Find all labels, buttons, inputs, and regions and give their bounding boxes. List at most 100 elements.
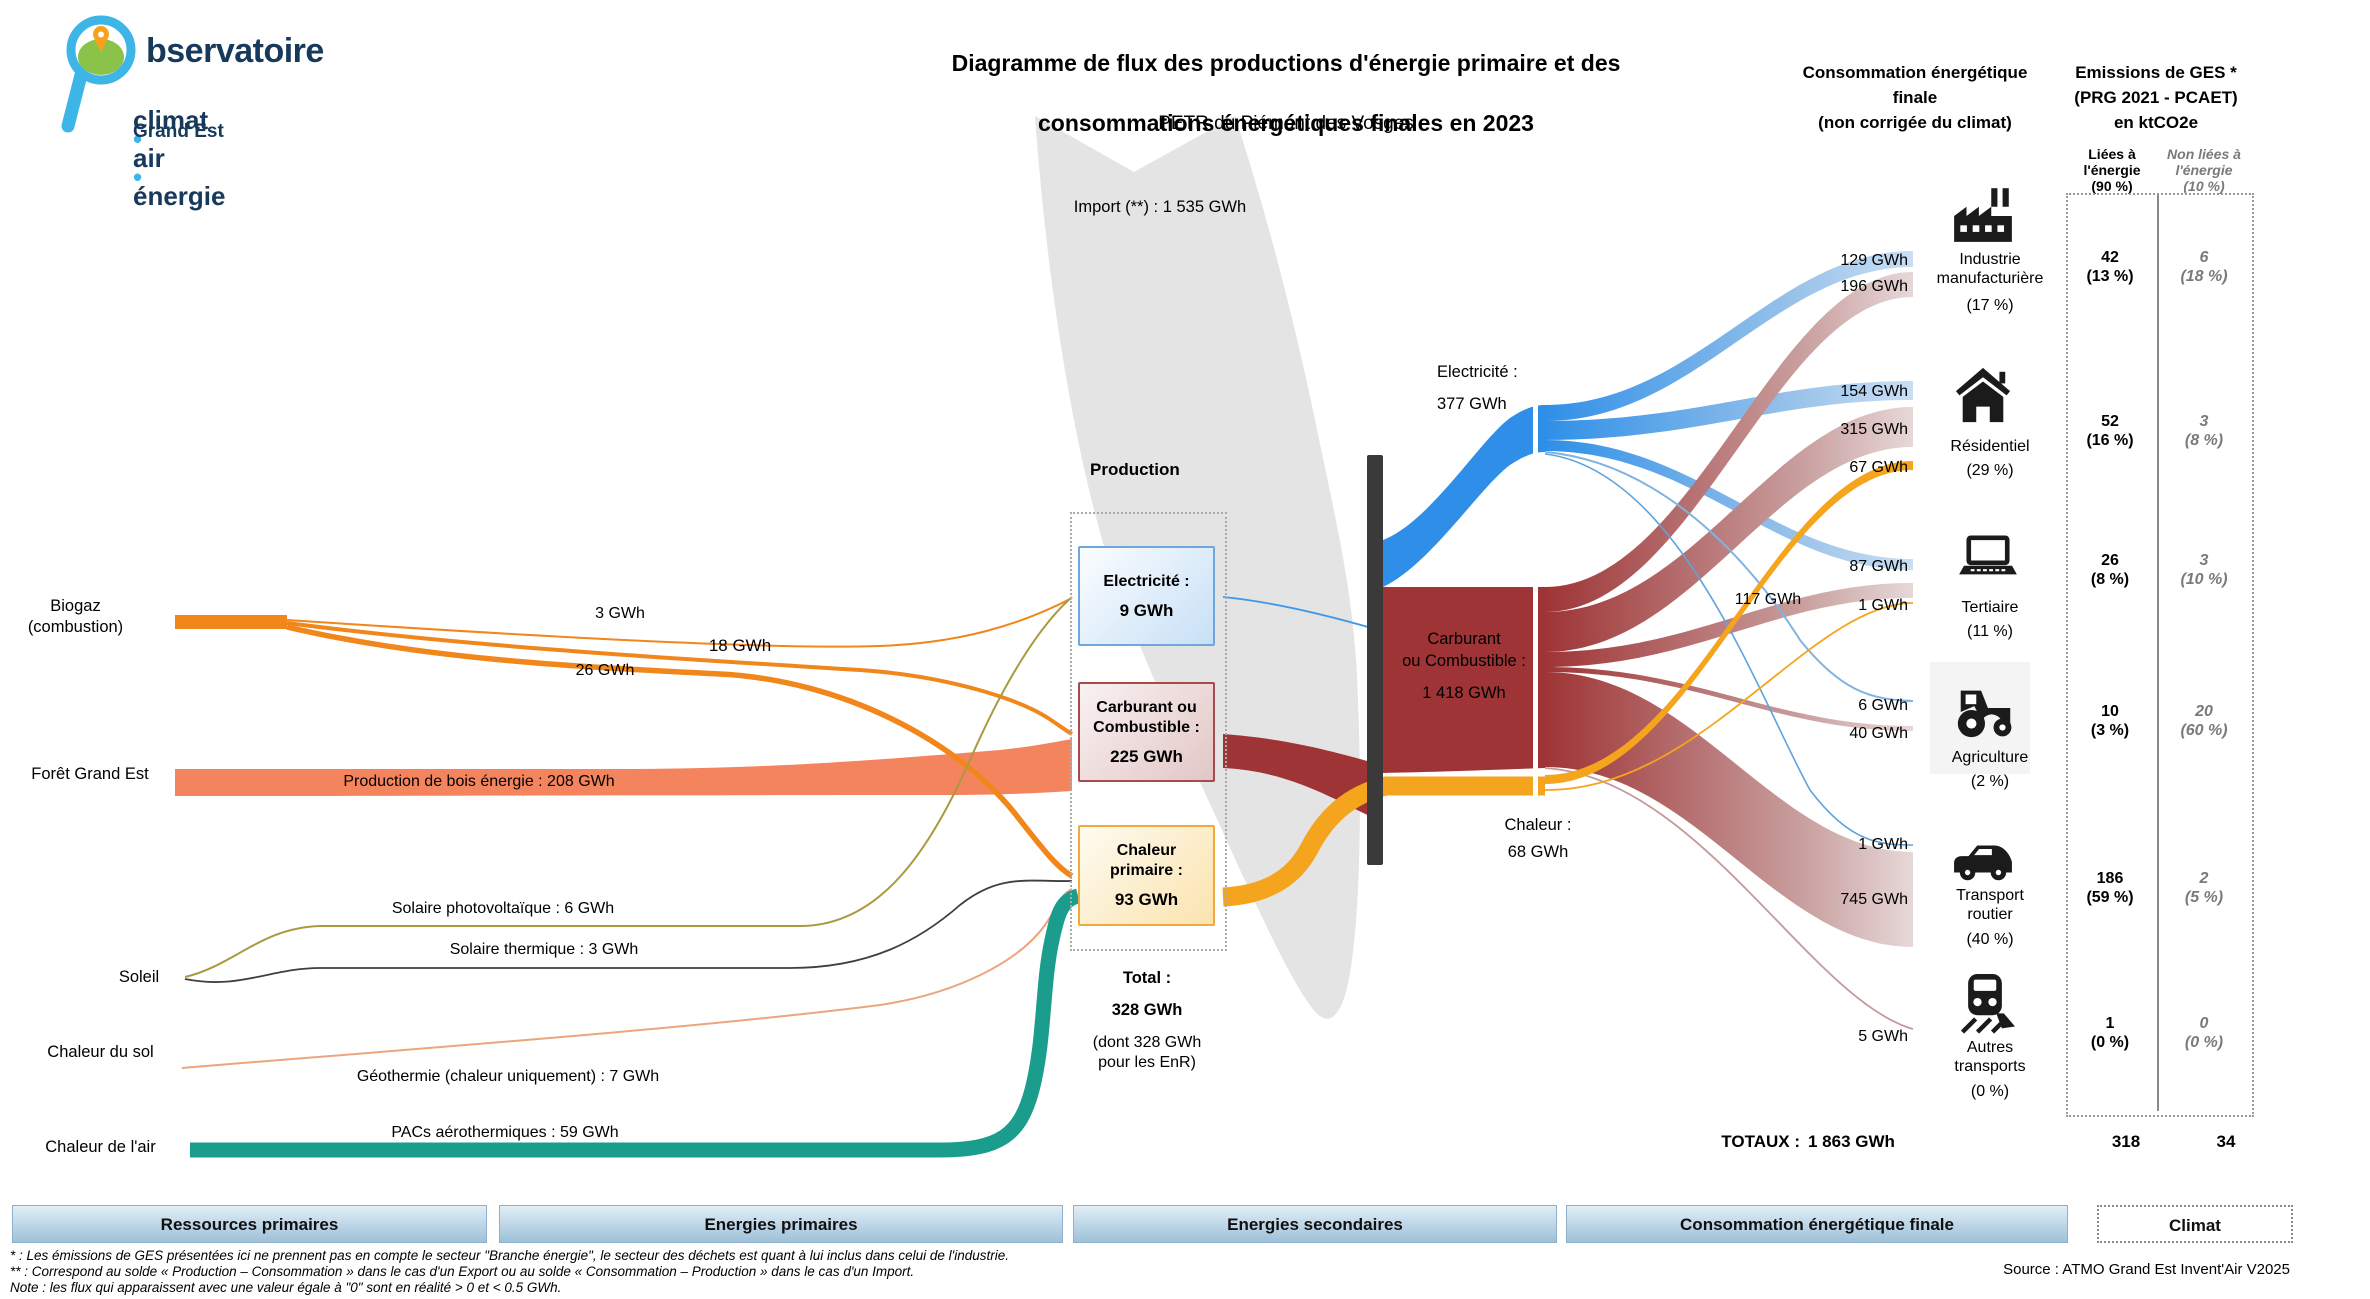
flow-bois-band: [175, 739, 1072, 796]
production-box-carburant: Carburant ou Combustible : 225 GWh: [1078, 682, 1215, 782]
ges-pct: (10 %): [2180, 571, 2228, 588]
flow-value-transport-elec: 1 GWh: [1858, 836, 1908, 853]
consumption-column-header: Consommation énergétique finale (non cor…: [1802, 63, 2028, 132]
ges-tertiaire-other: 3 (10 %): [2156, 551, 2252, 589]
tractor-icon: [1957, 690, 2012, 738]
legend-ressources-primaires: Ressources primaires: [12, 1205, 487, 1243]
secondary-electricite-value: 377 GWh: [1437, 395, 1507, 413]
ges-pct: (18 %): [2180, 268, 2228, 285]
production-total-note: (dont 328 GWh pour les EnR): [1092, 1034, 1202, 1071]
secondary-chaleur-value: 68 GWh: [1507, 843, 1569, 861]
ges-pct: (8 %): [2184, 432, 2224, 449]
ges-pct: (59 %): [2086, 889, 2134, 906]
flow-biogaz-elec-label: 3 GWh: [595, 605, 645, 622]
production-title: Production: [1090, 460, 1180, 479]
sector-transport-label: Transport routier: [1956, 887, 2024, 923]
source-biogaz-label: Biogaz (combustion): [27, 597, 124, 636]
sector-autres-share: (0 %): [1970, 1083, 2010, 1100]
flow-carburant-autres: [1544, 767, 1914, 1030]
data-source-credit: Source : ATMO Grand Est Invent'Air V2025: [2003, 1261, 2290, 1278]
ges-value: 26: [2101, 552, 2119, 569]
ges-transport-other: 2 (5 %): [2156, 869, 2252, 907]
flow-carburant-agriculture: [1545, 667, 1913, 731]
flow-biogaz-carburant-line: [286, 621, 1073, 736]
ges-subcol-energy-header: Liées à l'énergie (90 %): [2083, 146, 2141, 194]
production-box-electricite: Electricité : 9 GWh: [1078, 546, 1215, 646]
legend-climat: Climat: [2097, 1205, 2293, 1243]
production-chaleur-value: 93 GWh: [1114, 890, 1179, 909]
flow-value-transport-carb: 745 GWh: [1840, 891, 1908, 908]
ges-autres-other: 0 (0 %): [2156, 1014, 2252, 1052]
source-chaleur-sol-label: Chaleur du sol: [47, 1043, 154, 1061]
ges-tertiaire-energy: 26 (8 %): [2062, 551, 2158, 589]
flow-bois-label: Production de bois énergie : 208 GWh: [343, 773, 615, 790]
ges-pct: (5 %): [2184, 889, 2224, 906]
secondary-chaleur-label: Chaleur :: [1504, 816, 1572, 834]
footnote-2: ** : Correspond au solde « Production – …: [10, 1264, 915, 1279]
ges-pct: (0 %): [2090, 1034, 2130, 1051]
ges-pct: (60 %): [2180, 722, 2228, 739]
sector-residentiel-share: (29 %): [1966, 462, 2014, 479]
source-chaleur-air-label: Chaleur de l'air: [45, 1138, 156, 1156]
logo-tagline: climat • air • énergie: [133, 92, 226, 209]
ges-value: 3: [2199, 413, 2209, 430]
factory-icon: [1954, 188, 2012, 242]
totaux-ges-other: 34: [2216, 1132, 2236, 1151]
legend-energies-primaires: Energies primaires: [499, 1205, 1063, 1243]
flow-import-label: Import (**) : 1 535 GWh: [1073, 198, 1247, 216]
ges-pct: (3 %): [2090, 722, 2130, 739]
ges-value: 52: [2101, 413, 2119, 430]
flow-value-residentiel-carb: 315 GWh: [1840, 421, 1908, 438]
flow-thermique-label: Solaire thermique : 3 GWh: [449, 941, 639, 958]
ges-pct: (13 %): [2086, 268, 2134, 285]
ges-value: 6: [2199, 249, 2209, 266]
sector-industrie-label: Industrie manufacturière: [1936, 251, 2044, 287]
flow-value-industrie-elec: 129 GWh: [1840, 252, 1908, 269]
ges-value: 3: [2199, 552, 2209, 569]
source-foret-label: Forêt Grand Est: [31, 765, 149, 783]
ges-value: 10: [2101, 703, 2119, 720]
logo-dot-icon: •: [133, 124, 143, 154]
car-icon: [1954, 845, 2012, 881]
ges-table-divider: [2157, 195, 2159, 1111]
flow-elec-node-band: [1383, 405, 1545, 587]
flow-value-agriculture-carb: 40 GWh: [1849, 725, 1908, 742]
ges-pct: (16 %): [2086, 432, 2134, 449]
secondary-carburant-label: Carburant ou Combustible :: [1402, 630, 1526, 670]
ges-agriculture-other: 20 (60 %): [2156, 702, 2252, 740]
logo-tag-air: air: [133, 143, 165, 173]
production-chaleur-title: Chaleur primaire :: [1110, 842, 1183, 879]
page-title-line1: Diagramme de flux des productions d'éner…: [951, 50, 1621, 76]
logo-dot-icon: •: [133, 162, 143, 192]
flow-value-autres-carb: 5 GWh: [1858, 1028, 1908, 1045]
flow-elec-residentiel: [1545, 381, 1913, 440]
page-title: Diagramme de flux des productions d'éner…: [936, 18, 1636, 168]
ges-table: [2066, 193, 2254, 1117]
ges-pct: (8 %): [2090, 571, 2130, 588]
flow-geothermie-line: [181, 888, 1073, 1069]
logo-tag-climat: climat: [133, 105, 209, 135]
ges-value: 1: [2105, 1015, 2115, 1032]
sector-agriculture-label: Agriculture: [1951, 749, 2029, 766]
sector-tertiaire-share: (11 %): [1967, 623, 2013, 640]
house-icon: [1955, 367, 2011, 423]
footnote-1: * : Les émissions de GES présentées ici …: [10, 1248, 1009, 1263]
logo-tag-energie: énergie: [133, 181, 226, 211]
ges-value: 0: [2199, 1015, 2209, 1032]
ges-industrie-other: 6 (18 %): [2156, 248, 2252, 286]
footnote-3: Note : les flux qui apparaissent avec un…: [10, 1280, 562, 1295]
flow-carburant-node-band: [1383, 587, 1545, 773]
sector-residentiel-label: Résidentiel: [1950, 438, 2030, 455]
flow-soleil-pv-line: [184, 596, 1073, 978]
ges-transport-energy: 186 (59 %): [2062, 869, 2158, 907]
flow-carburant-industrie: [1545, 272, 1913, 612]
production-box-chaleur: Chaleur primaire : 93 GWh: [1078, 825, 1215, 926]
ges-value: 20: [2195, 703, 2213, 720]
sector-agriculture-share: (2 %): [1970, 773, 2010, 790]
ges-value: 2: [2199, 870, 2209, 887]
ges-value: 42: [2101, 249, 2119, 266]
secondary-carburant-value: 1 418 GWh: [1422, 684, 1506, 702]
ges-residentiel-energy: 52 (16 %): [2062, 412, 2158, 450]
flow-carburant-tertiaire-label: 117 GWh: [1734, 591, 1802, 608]
